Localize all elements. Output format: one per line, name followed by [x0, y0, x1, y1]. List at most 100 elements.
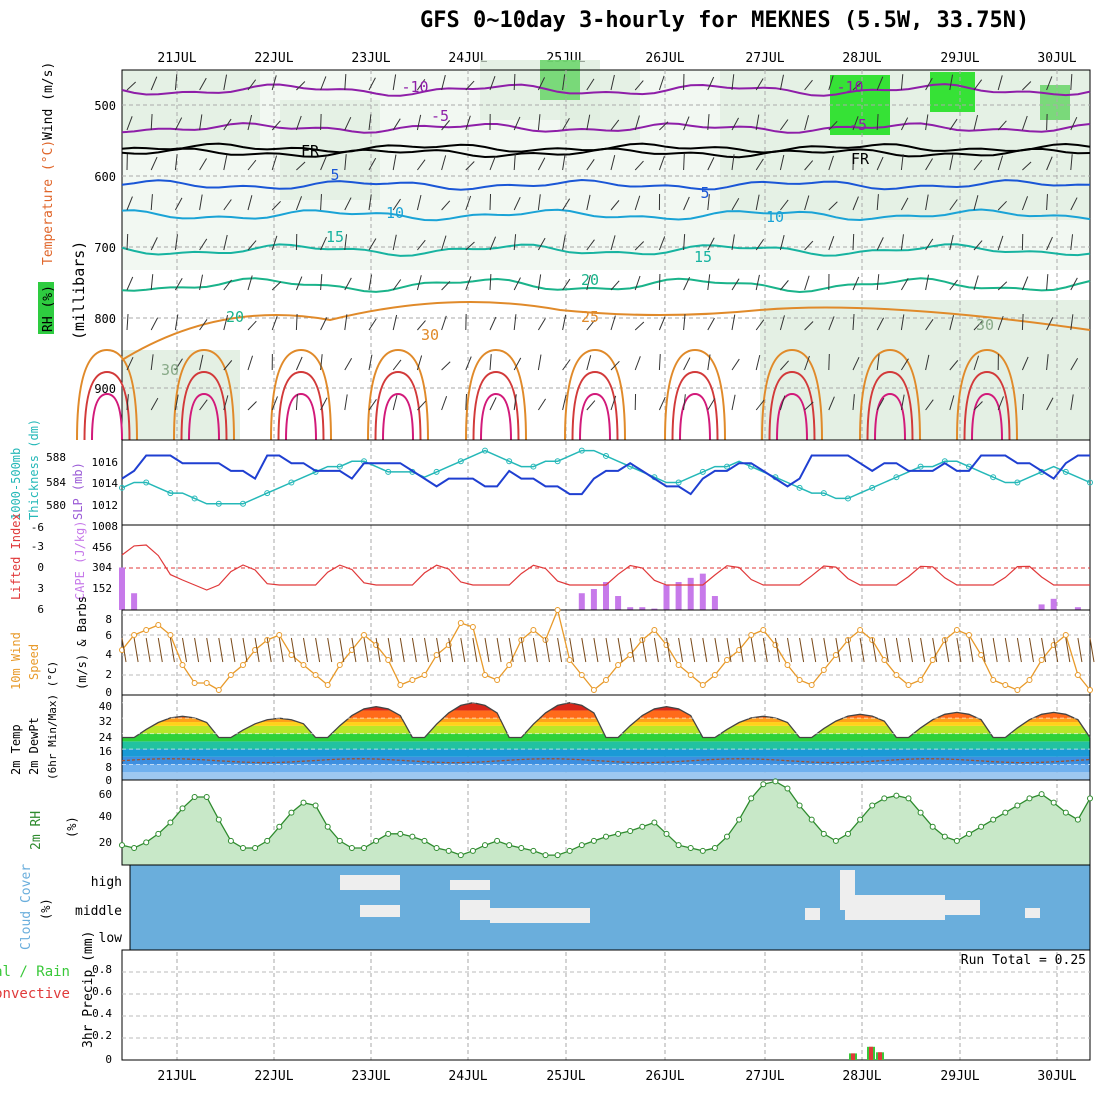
contour-label: 15 [694, 248, 712, 266]
rh2m-label: 2m RH [29, 811, 44, 850]
rh2m-marker [312, 802, 319, 809]
li-tick: 0 [37, 561, 44, 574]
wind-barb [731, 117, 739, 131]
wind-barb [1046, 156, 1053, 171]
precip-tick: 0.2 [92, 1029, 112, 1042]
temp-line [122, 702, 1091, 739]
contour-label: 30 [976, 316, 994, 334]
thickness-label: 1000-500mb [9, 448, 23, 520]
chart-title: GFS 0~10day 3-hourly for MEKNES (5.5W, 3… [420, 8, 1030, 33]
wind-barb [295, 356, 303, 371]
rh2m-marker [760, 781, 767, 788]
cape-bar [675, 582, 682, 610]
wind-barb [465, 394, 467, 411]
wind-barb-10m [750, 637, 756, 663]
wind-barb [223, 395, 229, 411]
thickness-marker [215, 500, 222, 507]
wind-barb [997, 396, 1004, 411]
surface-warm-contour [382, 392, 414, 441]
wind-barb [247, 240, 257, 251]
wind-barb [295, 115, 302, 131]
wind-speed-marker [361, 632, 367, 638]
cape-bar [119, 567, 125, 610]
wind-barb [973, 275, 979, 291]
rh2m-marker [1038, 791, 1045, 798]
wind-barb-10m [847, 637, 853, 663]
wind-barb [707, 398, 716, 411]
wind-barb [344, 358, 353, 371]
wind-barb [320, 194, 322, 211]
wind-barb [900, 278, 909, 291]
wind-barb [634, 275, 641, 291]
wind-barb [1070, 74, 1073, 91]
slp-tick: 1016 [92, 456, 119, 469]
wind-barb [610, 315, 616, 331]
wind-barb [126, 394, 129, 411]
wind-barb [537, 237, 546, 251]
rh2m-marker [361, 845, 367, 851]
wind-barb-10m [315, 637, 321, 663]
wind-barb [973, 114, 979, 131]
wind-speed-marker [1038, 657, 1045, 663]
wind-speed-marker [288, 652, 295, 658]
surface-warm-contour [963, 370, 1011, 441]
wind-barb [634, 356, 641, 371]
rh2m-marker [1050, 799, 1057, 806]
wind-barb [634, 160, 644, 171]
thickness-marker [191, 495, 198, 502]
thickness-tick: 584 [46, 476, 66, 489]
wind-barb [804, 355, 810, 371]
cape-bar [627, 607, 634, 610]
wind-barb [441, 315, 447, 331]
wind-barb [1070, 394, 1074, 411]
wind-barb [610, 280, 620, 291]
wind-barb [1070, 277, 1078, 291]
wind-barb [634, 321, 645, 331]
cape-bar [590, 589, 597, 610]
cloud-label: Cloud Cover [19, 864, 34, 950]
cloud-block [460, 900, 490, 920]
wind-barb [126, 196, 133, 211]
wind-barb [513, 234, 517, 251]
wind-barb [804, 321, 814, 331]
rh2m-marker [978, 823, 985, 830]
wind-barb [973, 320, 983, 331]
rh2m-marker [542, 852, 549, 859]
rh2m-marker [590, 837, 597, 844]
wind-barb [150, 317, 159, 331]
wind-speed-marker [167, 632, 174, 638]
wind-barb-10m [593, 637, 599, 663]
wind-barb-10m [557, 637, 563, 663]
wind-barb [465, 356, 472, 371]
wind-barb [973, 195, 979, 211]
wind-barb-10m [1065, 637, 1071, 663]
temperature-contour [121, 277, 1091, 294]
wind-barb [199, 238, 208, 251]
wind-barb [368, 157, 377, 171]
wind-barb [779, 74, 784, 91]
rh2m-marker [409, 833, 416, 840]
wind-barb [900, 154, 904, 171]
wind-barb-10m [1041, 637, 1047, 663]
wind-speed-marker [397, 682, 404, 688]
date-label-bottom: 21JUL [157, 1069, 196, 1084]
rh2m-marker [227, 837, 234, 844]
wind-barb [199, 399, 208, 411]
wind-barb [683, 277, 691, 291]
cape-bar [663, 584, 670, 610]
rh2m-marker [627, 828, 634, 834]
wind-barb [683, 357, 691, 371]
wind-barb [368, 77, 376, 91]
upper-air-group [76, 60, 1091, 1060]
wind-barb [804, 240, 814, 251]
wind-barb-10m [762, 637, 768, 663]
wind-barb [344, 234, 348, 251]
wind-speed-marker [893, 672, 900, 678]
thickness-marker [385, 468, 392, 475]
rh2m-marker [832, 837, 839, 844]
wind-barb [925, 354, 930, 371]
temperature-contour [121, 243, 1091, 257]
precip-tick: 0.8 [92, 963, 112, 976]
